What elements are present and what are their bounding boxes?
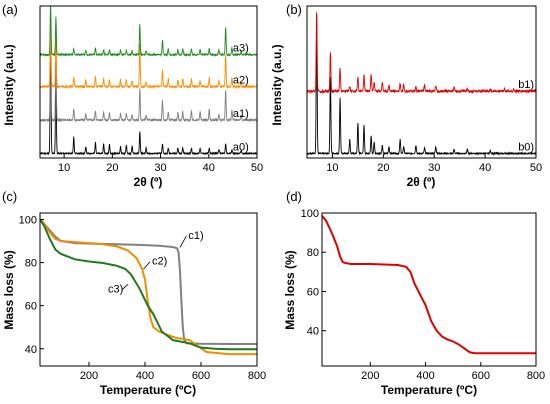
- series-d-curve: [322, 215, 536, 355]
- x-axis-title: Temperature (ºC): [381, 383, 477, 397]
- series-a2: [40, 10, 257, 90]
- panel-letter-c: (c): [2, 189, 17, 204]
- x-tick-label: 10: [326, 162, 338, 174]
- annotation-leader: [143, 261, 151, 270]
- y-axis-title: Mass loss (%): [2, 250, 16, 329]
- panel-b: b0) b1) 10 20 30 40 50 2θ (º) Intensity (a.u.) (b…: [270, 2, 542, 189]
- series-c1: [40, 218, 257, 346]
- panel-letter-d: (d): [286, 189, 302, 204]
- y-axis-title: Mass loss (%): [283, 250, 297, 329]
- y-tick-label: 100: [301, 208, 319, 220]
- trace-label-a0: a0): [233, 141, 249, 153]
- x-tick-label: 40: [203, 162, 215, 174]
- series-b1: [307, 12, 536, 95]
- x-tick-label: 50: [530, 162, 542, 174]
- x-tick-label: 20: [106, 162, 118, 174]
- y-tick-label: 80: [307, 247, 319, 259]
- x-tick-label: 400: [416, 370, 434, 382]
- annotation-c2: c2): [152, 256, 167, 268]
- panel-letter-a: (a): [2, 2, 18, 17]
- x-tick-label: 30: [154, 162, 166, 174]
- trace-label-a2: a2): [233, 75, 249, 87]
- x-axis-title: Temperature (ºC): [100, 383, 196, 397]
- y-tick-label: 60: [307, 286, 319, 298]
- series-a1: [40, 13, 257, 123]
- trace-label-b1: b1): [518, 79, 534, 91]
- x-tick-label: 20: [377, 162, 389, 174]
- y-tick-label: 40: [307, 326, 319, 338]
- plot-frame: [306, 5, 537, 159]
- x-tick-label: 400: [136, 370, 154, 382]
- y-tick-label: 60: [25, 301, 37, 313]
- x-tick-label: 800: [248, 370, 266, 382]
- plot-frame: [39, 212, 258, 367]
- series-c2: [40, 218, 257, 356]
- series-a0: [40, 16, 257, 156]
- plot-frame: [39, 5, 258, 159]
- panel-c: 200 400 600 800 40 60 80 100 Temperature (ºC) Mas…: [2, 189, 266, 397]
- panel-a: a0) a1) a2) a3) 10 20 30 40 50 2θ (º) Intensity (a…: [2, 2, 263, 189]
- x-tick-label: 30: [428, 162, 440, 174]
- trace-label-a1: a1): [233, 108, 249, 120]
- x-axis-title: 2θ (º): [407, 175, 436, 189]
- y-axis-title: Intensity (a.u.): [270, 44, 284, 125]
- x-tick-label: 600: [472, 370, 490, 382]
- plot-frame: [321, 212, 537, 367]
- x-tick-label: 200: [80, 370, 98, 382]
- panel-d: 200 400 600 800 40 60 80 100 Temperature (ºC) Mas…: [283, 189, 545, 397]
- trace-label-a3: a3): [233, 43, 249, 55]
- y-axis-title: Intensity (a.u.): [2, 44, 16, 125]
- series-a3: [40, 6, 257, 58]
- x-tick-label: 600: [192, 370, 210, 382]
- x-tick-label: 50: [251, 162, 263, 174]
- x-axis-title: 2θ (º): [134, 175, 163, 189]
- x-tick-label: 40: [479, 162, 491, 174]
- x-tick-label: 10: [58, 162, 70, 174]
- annotation-leader: [179, 235, 187, 248]
- annotation-leader: [121, 283, 129, 291]
- panel-letter-b: (b): [286, 2, 302, 17]
- y-tick-label: 40: [25, 344, 37, 356]
- series-c3: [40, 218, 257, 351]
- y-tick-label: 100: [19, 214, 37, 226]
- trace-label-b0: b0): [518, 141, 534, 153]
- annotation-c3: c3): [108, 284, 123, 296]
- x-tick-label: 800: [527, 370, 545, 382]
- x-tick-label: 200: [361, 370, 379, 382]
- series-b0: [307, 14, 536, 156]
- annotation-c1: c1): [188, 230, 203, 242]
- y-tick-label: 80: [25, 258, 37, 270]
